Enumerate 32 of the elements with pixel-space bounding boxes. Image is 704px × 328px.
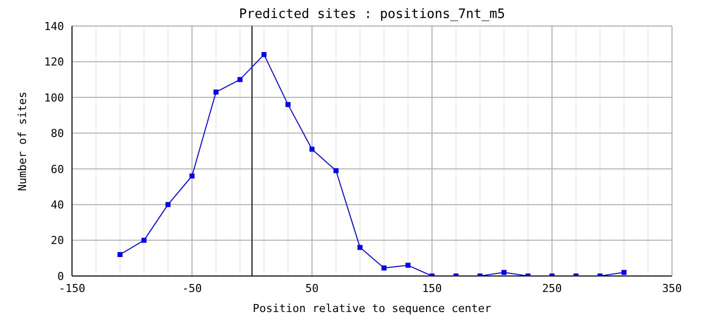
- x-tick-label: 350: [662, 282, 682, 295]
- point: [502, 270, 506, 275]
- y-tick-label: 40: [50, 198, 64, 212]
- y-tick-label: 80: [50, 127, 64, 140]
- x-tick-label: 150: [422, 282, 442, 295]
- point: [238, 77, 242, 82]
- chart-title: Predicted sites : positions_7nt_m5: [238, 7, 506, 22]
- y-tick-label: 100: [44, 91, 64, 104]
- y-axis-title: Number of sites: [16, 92, 29, 191]
- y-tick-label: 140: [44, 20, 64, 33]
- point: [262, 52, 266, 58]
- x-tick-label: -50: [182, 282, 202, 295]
- point: [358, 244, 362, 250]
- x-axis-title: Position relative to sequence center: [252, 302, 492, 315]
- point: [622, 270, 626, 275]
- point: [166, 202, 170, 208]
- y-tick-label: 0: [57, 270, 64, 283]
- point: [118, 252, 122, 258]
- x-tick-label: -150: [58, 282, 86, 295]
- y-tick-label: 20: [50, 234, 64, 248]
- x-tick-label: 250: [542, 282, 562, 295]
- y-tick-label: 60: [50, 162, 64, 176]
- point: [334, 168, 338, 174]
- point: [406, 262, 410, 268]
- point: [286, 102, 290, 108]
- point: [142, 238, 146, 243]
- point: [214, 90, 218, 95]
- point: [382, 265, 386, 270]
- y-tick-label: 120: [44, 56, 64, 69]
- point: [310, 146, 314, 152]
- point: [190, 174, 194, 178]
- x-tick-label: 50: [305, 282, 319, 295]
